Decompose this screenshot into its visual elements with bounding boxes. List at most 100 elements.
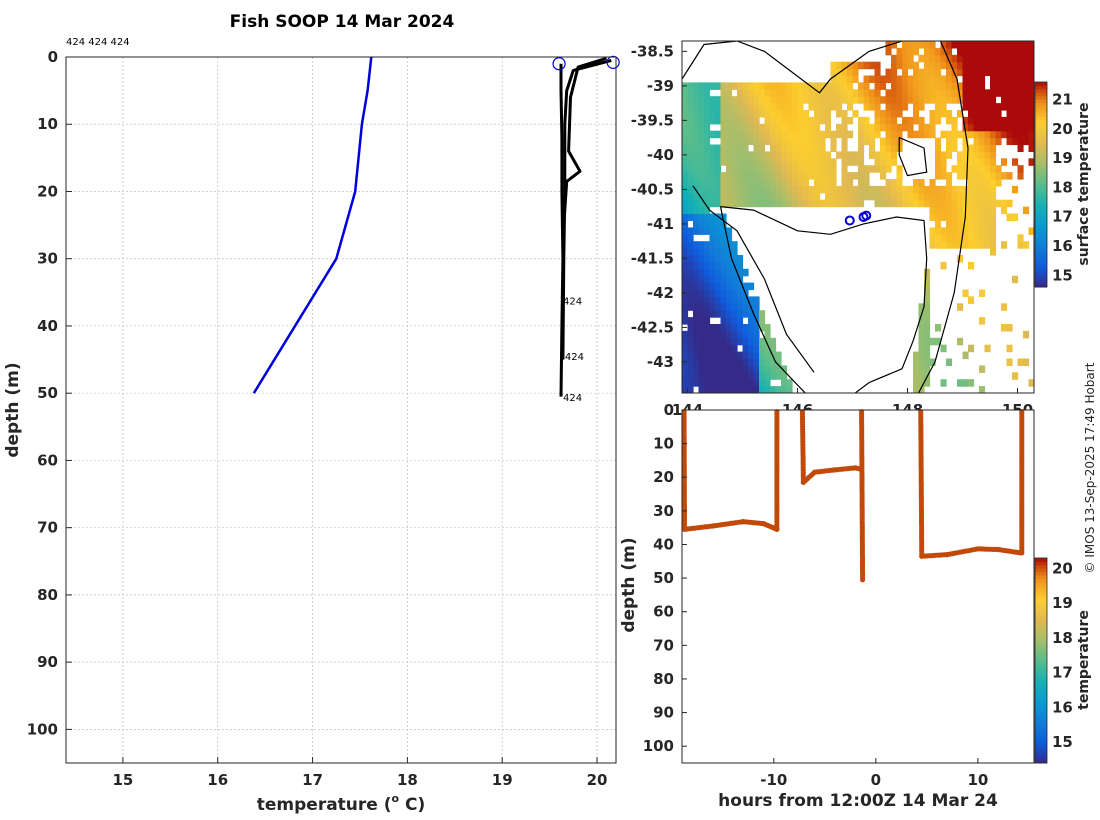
sst-cell <box>715 248 722 256</box>
sst-cell <box>748 324 755 332</box>
sst-cell <box>940 75 947 83</box>
sst-cell <box>962 144 969 152</box>
sst-cell <box>704 82 711 90</box>
sst-cell <box>924 61 931 70</box>
sst-cell <box>726 261 733 270</box>
sst-cell <box>962 158 969 166</box>
sst-cell <box>731 241 738 249</box>
sst-cell <box>973 144 980 152</box>
sst-cell <box>720 116 727 125</box>
sst-cell <box>1023 137 1030 146</box>
sst-cell <box>731 317 738 325</box>
sst-cell <box>990 220 997 228</box>
sst-cell <box>814 172 821 180</box>
sst-cell <box>880 116 887 125</box>
sst-cell <box>693 110 700 118</box>
sst-cell <box>698 255 705 263</box>
sst-cell <box>946 185 953 194</box>
sst-cell <box>940 206 947 215</box>
sst-cell <box>687 344 694 353</box>
sst-cell <box>737 379 744 387</box>
sst-cell <box>814 192 821 201</box>
sst-cell <box>858 96 865 104</box>
sst-cell <box>825 82 832 90</box>
sst-cell <box>704 344 711 353</box>
sst-cell <box>737 123 744 132</box>
sst-cell <box>896 61 903 70</box>
sst-cell <box>1006 89 1013 97</box>
sst-cell <box>1012 82 1019 90</box>
sst-cell <box>990 137 997 146</box>
sst-cell <box>869 130 876 139</box>
sst-cell <box>990 96 997 104</box>
sst-cell <box>682 365 689 373</box>
sst-cell <box>836 123 843 132</box>
sst-cell <box>698 282 705 291</box>
sst-cell <box>704 261 711 270</box>
sst-cell <box>995 165 1002 173</box>
profile-xtick-label: 18 <box>397 771 418 789</box>
sst-cell <box>693 220 700 228</box>
sst-cell <box>682 179 689 187</box>
sst-cell <box>1006 110 1013 118</box>
sst-colorbar-segment <box>1035 177 1047 182</box>
sst-cell <box>902 185 909 194</box>
sst-cell <box>896 96 903 104</box>
sst-cell <box>935 337 942 346</box>
sst-cell <box>962 75 969 83</box>
sst-cell <box>698 386 705 393</box>
sst-cell <box>957 185 964 194</box>
sst-cell <box>825 110 832 118</box>
sst-cell <box>990 213 997 221</box>
sst-cell <box>698 103 705 111</box>
sst-cell <box>731 151 738 159</box>
sst-cell <box>1012 68 1019 77</box>
sst-cell <box>781 158 788 166</box>
sst-cell <box>753 103 760 111</box>
sst-cell <box>962 123 969 132</box>
profile-ytick-label: 60 <box>37 451 58 469</box>
depth-time-ytick-label: 90 <box>653 704 674 722</box>
sst-cell <box>951 61 958 70</box>
sst-cell <box>704 116 711 125</box>
sst-cell <box>682 282 689 291</box>
sst-cell <box>737 365 744 373</box>
sst-cell <box>715 165 722 173</box>
sst-cell <box>869 185 876 194</box>
sst-cell <box>803 130 810 139</box>
sst-cell <box>726 172 733 180</box>
sst-cell <box>946 137 953 146</box>
sst-cell <box>720 358 727 366</box>
depth-time-ytick-label: 40 <box>653 535 674 553</box>
sst-cell <box>715 365 722 373</box>
sst-cell <box>940 227 947 235</box>
sst-cell <box>687 213 694 221</box>
sst-cell <box>968 234 975 242</box>
sst-cell <box>885 165 892 173</box>
profile-xtick-label: 19 <box>492 771 513 789</box>
sst-cell <box>775 110 782 118</box>
sst-cell <box>984 130 991 139</box>
sst-cell <box>869 144 876 152</box>
sst-cell <box>698 310 705 318</box>
sst-cell <box>808 116 815 125</box>
sst-cell <box>836 89 843 97</box>
sst-cell <box>990 61 997 70</box>
sst-cell <box>819 137 826 146</box>
sst-cell <box>935 103 942 111</box>
sst-cell <box>979 96 986 104</box>
sst-cell <box>896 192 903 201</box>
sst-cell <box>770 158 777 166</box>
sst-cell <box>693 261 700 270</box>
sst-cell <box>720 103 727 111</box>
sst-cell <box>979 213 986 221</box>
sst-cell <box>924 296 931 304</box>
sst-cell <box>841 68 848 77</box>
sst-cell <box>693 227 700 235</box>
sst-cell <box>1001 116 1008 125</box>
sst-cell <box>731 123 738 132</box>
sst-cell <box>1012 61 1019 70</box>
sst-cell <box>775 158 782 166</box>
sst-cell <box>726 96 733 104</box>
